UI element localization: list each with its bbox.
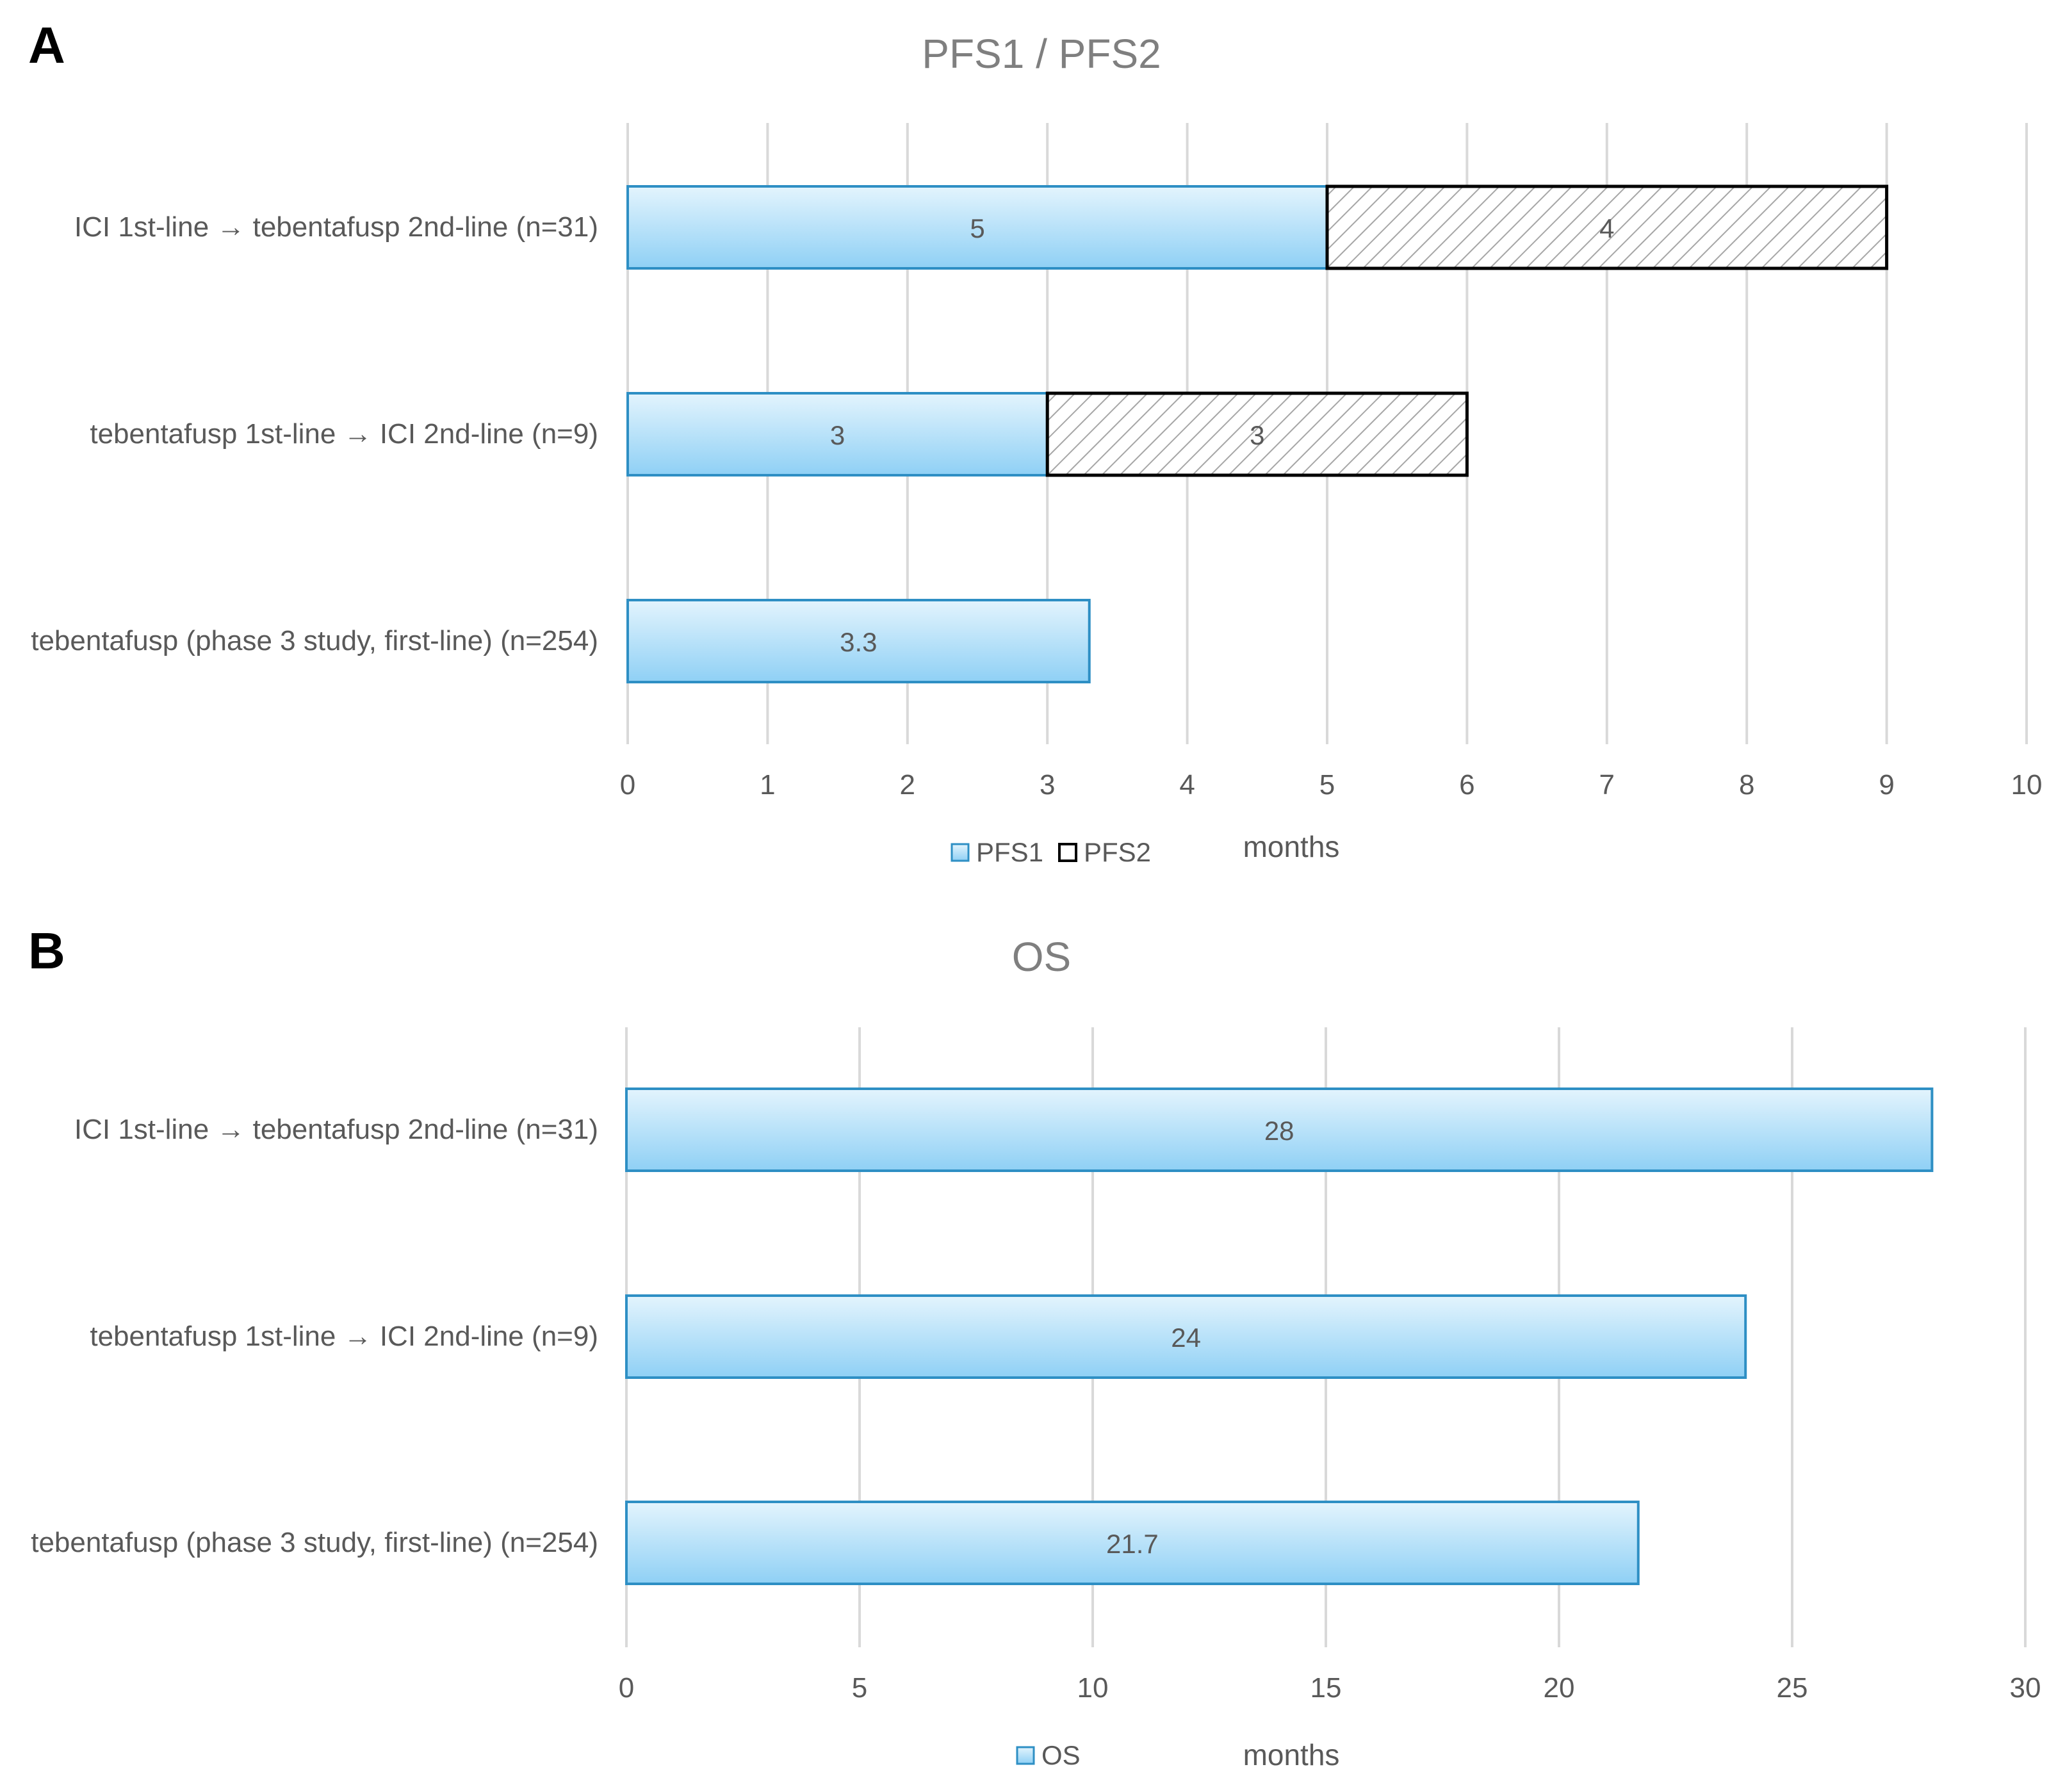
chart-a-x-tick-labels: 0 1 2 3 4 5 6 7 8 9 10 xyxy=(620,769,2043,801)
category-label: tebentafusp (phase 3 study, first-line) … xyxy=(31,625,598,656)
x-tick-label: 20 xyxy=(1544,1672,1575,1704)
bar-pfs1 xyxy=(626,185,1328,270)
chart-a-title: PFS1 / PFS2 xyxy=(922,31,1161,77)
bar-value-label: 3 xyxy=(1250,420,1264,450)
legend-swatch-os xyxy=(1016,1746,1035,1765)
panel-a-chart: A PFS1 / PFS2 5 4 3 3 3.3 ICI 1st-line → teb… xyxy=(28,17,2042,867)
chart-b-x-axis-title: months xyxy=(1243,1738,1340,1772)
bar-value-label: 28 xyxy=(1264,1116,1294,1146)
panel-b-chart: B OS 28 24 21.7 ICI 1st-line → tebentafusp… xyxy=(28,922,2041,1772)
bar-pfs2 xyxy=(1045,391,1469,477)
bar-value-label: 3.3 xyxy=(840,627,877,657)
x-tick-label: 2 xyxy=(900,769,915,801)
panel-a-letter: A xyxy=(28,17,65,74)
chart-b-title: OS xyxy=(1012,934,1071,980)
x-tick-label: 10 xyxy=(1077,1672,1109,1704)
chart-a-legend: PFS1 PFS2 xyxy=(951,837,1151,867)
x-tick-label: 5 xyxy=(852,1672,867,1704)
x-tick-label: 8 xyxy=(1739,769,1754,801)
legend-label-pfs1: PFS1 xyxy=(976,837,1043,867)
category-label: tebentafusp 1st-line → ICI 2nd-line (n=9… xyxy=(90,418,598,450)
chart-b-x-tick-labels: 0 5 10 15 20 25 30 xyxy=(619,1672,2041,1704)
legend-swatch-pfs1 xyxy=(951,843,970,862)
bar-os xyxy=(625,1087,1934,1172)
legend-label-pfs2: PFS2 xyxy=(1084,837,1151,867)
bar-value-label: 24 xyxy=(1171,1323,1201,1353)
x-tick-label: 1 xyxy=(760,769,775,801)
legend-swatch-pfs2 xyxy=(1058,843,1077,862)
bar-value-label: 5 xyxy=(970,213,984,243)
x-tick-label: 30 xyxy=(2010,1672,2041,1704)
x-tick-label: 10 xyxy=(2011,769,2043,801)
category-label: tebentafusp 1st-line → ICI 2nd-line (n=9… xyxy=(90,1321,598,1352)
bar-pfs2 xyxy=(1325,184,1889,270)
x-tick-label: 0 xyxy=(620,769,635,801)
chart-a-bars: 5 4 3 3 3.3 xyxy=(626,184,1889,683)
x-tick-label: 0 xyxy=(619,1672,634,1704)
bar-os xyxy=(625,1294,1747,1379)
bar-os xyxy=(625,1501,1640,1585)
x-tick-label: 9 xyxy=(1879,769,1894,801)
x-tick-label: 3 xyxy=(1040,769,1055,801)
x-tick-label: 4 xyxy=(1179,769,1195,801)
category-label: ICI 1st-line → tebentafusp 2nd-line (n=3… xyxy=(74,1114,598,1145)
chart-a-x-axis-title: months xyxy=(1243,830,1340,863)
x-tick-label: 6 xyxy=(1459,769,1474,801)
legend-label-os: OS xyxy=(1041,1740,1081,1770)
bar-value-label: 4 xyxy=(1599,213,1614,243)
x-tick-label: 7 xyxy=(1599,769,1615,801)
chart-b-legend: OS xyxy=(1016,1740,1081,1770)
x-tick-label: 25 xyxy=(1777,1672,1808,1704)
x-tick-label: 15 xyxy=(1310,1672,1342,1704)
bar-value-label: 21.7 xyxy=(1106,1529,1159,1559)
chart-a-category-labels: ICI 1st-line → tebentafusp 2nd-line (n=3… xyxy=(31,211,598,656)
chart-b-category-labels: ICI 1st-line → tebentafusp 2nd-line (n=3… xyxy=(31,1114,598,1558)
bar-value-label: 3 xyxy=(830,420,845,450)
chart-b-bars: 28 24 21.7 xyxy=(625,1087,1934,1585)
bar-pfs1 xyxy=(626,599,1091,683)
category-label: ICI 1st-line → tebentafusp 2nd-line (n=3… xyxy=(74,211,598,243)
category-label: tebentafusp (phase 3 study, first-line) … xyxy=(31,1527,598,1558)
x-tick-label: 5 xyxy=(1319,769,1335,801)
panel-b-letter: B xyxy=(28,922,65,979)
